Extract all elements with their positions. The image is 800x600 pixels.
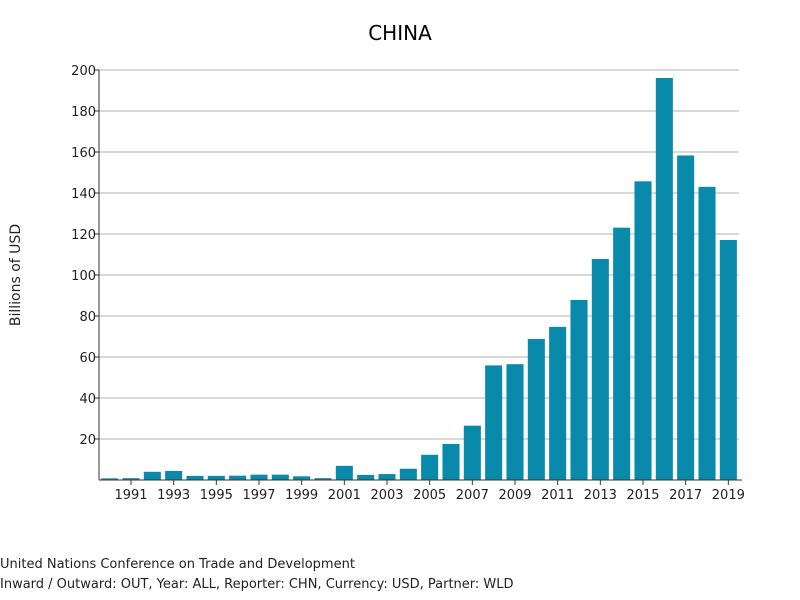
y-tick-label: 20	[79, 433, 96, 448]
bar-1990	[101, 478, 119, 480]
bar-1996	[229, 475, 247, 480]
bar-1994	[186, 475, 204, 480]
y-tick-label: 200	[71, 64, 96, 79]
bar-2002	[357, 474, 375, 481]
y-axis-label: Billions of USD	[8, 224, 24, 326]
y-tick-label: 40	[79, 392, 96, 407]
bar-2004	[399, 468, 417, 480]
x-tick-label: 2011	[541, 488, 574, 503]
source-note: United Nations Conference on Trade and D…	[0, 557, 355, 572]
bar-2011	[549, 326, 567, 480]
bar-2016	[655, 78, 673, 480]
bar-2018	[698, 186, 716, 480]
bar-2003	[378, 474, 396, 480]
x-tick-label: 2001	[328, 488, 361, 503]
bar-1997	[250, 474, 268, 480]
y-tick-label: 140	[71, 187, 96, 202]
bar-2015	[634, 181, 652, 480]
y-tick-label: 120	[71, 228, 96, 243]
bar-1995	[207, 475, 225, 480]
y-tick-labels: 20 40 60 80 100 120 140 160 180 200	[71, 64, 99, 448]
bar-2007	[463, 425, 481, 480]
bar-1992	[143, 471, 161, 480]
bar-1991	[122, 478, 140, 480]
x-tick-label: 2003	[370, 488, 403, 503]
x-tick-label: 2007	[456, 488, 489, 503]
bar-1993	[165, 470, 183, 480]
bar-2014	[613, 227, 631, 480]
x-tick-label: 1991	[114, 488, 147, 503]
bar-2019	[719, 239, 737, 480]
x-tick-label: 2005	[413, 488, 446, 503]
x-tick-label: 2017	[669, 488, 702, 503]
y-tick-label: 80	[79, 310, 96, 325]
bar-2001	[335, 465, 353, 480]
bar-2013	[591, 259, 609, 480]
x-tick-label: 2013	[584, 488, 617, 503]
x-tick-label: 1993	[157, 488, 190, 503]
bars	[101, 78, 737, 481]
bar-2012	[570, 300, 588, 480]
x-tick-label: 2019	[712, 488, 745, 503]
gridlines	[99, 69, 739, 440]
y-tick-label: 160	[71, 146, 96, 161]
y-tick-label: 60	[79, 351, 96, 366]
query-note: Inward / Outward: OUT, Year: ALL, Report…	[0, 577, 514, 592]
bar-2008	[485, 365, 503, 480]
bar-2010	[527, 338, 545, 480]
bar-2005	[421, 454, 439, 480]
bar-1998	[271, 474, 289, 480]
bar-2006	[442, 443, 460, 480]
x-tick-label: 1997	[242, 488, 275, 503]
chart-title: CHINA	[368, 21, 432, 45]
x-tick-label: 2009	[498, 488, 531, 503]
x-tick-label: 1999	[285, 488, 318, 503]
x-tick-label: 1995	[200, 488, 233, 503]
y-tick-label: 180	[71, 105, 96, 120]
bar-chart: CHINA Billions of USD 20 40 60 80 100 120 140 1…	[8, 21, 745, 503]
bar-1999	[293, 476, 311, 480]
bar-2000	[314, 478, 332, 480]
bar-2009	[506, 364, 524, 480]
x-tick-labels: 1991 1993 1995 1997 1999 2001 2003 2005 2007 2009…	[114, 480, 745, 503]
y-tick-label: 100	[71, 269, 96, 284]
bar-2017	[677, 155, 695, 481]
x-tick-label: 2015	[626, 488, 659, 503]
